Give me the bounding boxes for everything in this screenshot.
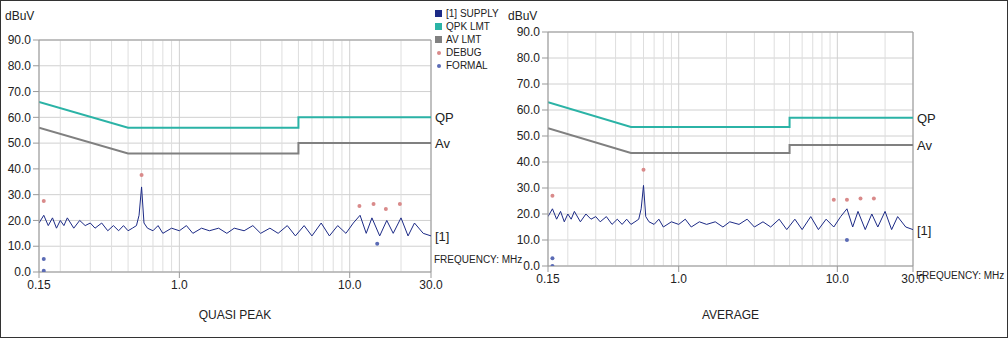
svg-text:70.0: 70.0: [517, 77, 541, 91]
svg-text:10.0: 10.0: [517, 233, 541, 247]
svg-text:QP: QP: [435, 110, 454, 125]
svg-text:40.0: 40.0: [517, 155, 541, 169]
svg-text:30.0: 30.0: [901, 272, 925, 286]
svg-text:0.15: 0.15: [27, 278, 51, 292]
svg-text:QUASI PEAK: QUASI PEAK: [199, 308, 272, 322]
svg-text:50.0: 50.0: [8, 136, 32, 150]
svg-text:90.0: 90.0: [517, 25, 541, 39]
svg-text:20.0: 20.0: [517, 207, 541, 221]
svg-text:QP: QP: [917, 111, 936, 126]
svg-text:10.0: 10.0: [826, 272, 850, 286]
html-text:[1] SUPPLY: [1] SUPPLY: [446, 8, 499, 19]
html-text:dBuV: dBuV: [5, 9, 35, 23]
svg-text:10.0: 10.0: [338, 278, 362, 292]
svg-text:40.0: 40.0: [8, 162, 32, 176]
svg-text:30.0: 30.0: [517, 181, 541, 195]
svg-text:1.0: 1.0: [670, 272, 687, 286]
svg-text:Av: Av: [917, 138, 932, 153]
svg-text:Av: Av: [435, 136, 450, 151]
html-text:dBuV: dBuV: [508, 9, 538, 23]
svg-text:80.0: 80.0: [8, 59, 32, 73]
svg-text:1.0: 1.0: [171, 278, 188, 292]
svg-text:70.0: 70.0: [8, 85, 32, 99]
svg-text:0.0: 0.0: [523, 259, 540, 273]
svg-text:[1]: [1]: [435, 229, 449, 244]
html-text:FREQUENCY: MHz: FREQUENCY: MHz: [916, 270, 1005, 281]
svg-text:90.0: 90.0: [8, 33, 32, 47]
html-text:QPK LMT: QPK LMT: [446, 21, 490, 32]
svg-text:AVERAGE: AVERAGE: [702, 308, 759, 322]
html-text:AV LMT: AV LMT: [446, 34, 482, 45]
html-text:FREQUENCY: MHz: FREQUENCY: MHz: [434, 254, 523, 265]
svg-text:80.0: 80.0: [517, 51, 541, 65]
svg-text:0.0: 0.0: [14, 265, 31, 279]
svg-text:30.0: 30.0: [8, 188, 32, 202]
svg-text:20.0: 20.0: [8, 214, 32, 228]
svg-text:50.0: 50.0: [517, 129, 541, 143]
html-text:DEBUG: DEBUG: [446, 47, 482, 58]
svg-text:60.0: 60.0: [8, 111, 32, 125]
svg-text:60.0: 60.0: [517, 103, 541, 117]
html-text:FORMAL: FORMAL: [446, 60, 488, 71]
svg-text:0.15: 0.15: [536, 272, 560, 286]
svg-text:[1]: [1]: [917, 223, 931, 238]
svg-text:30.0: 30.0: [419, 278, 443, 292]
svg-text:10.0: 10.0: [8, 239, 32, 253]
